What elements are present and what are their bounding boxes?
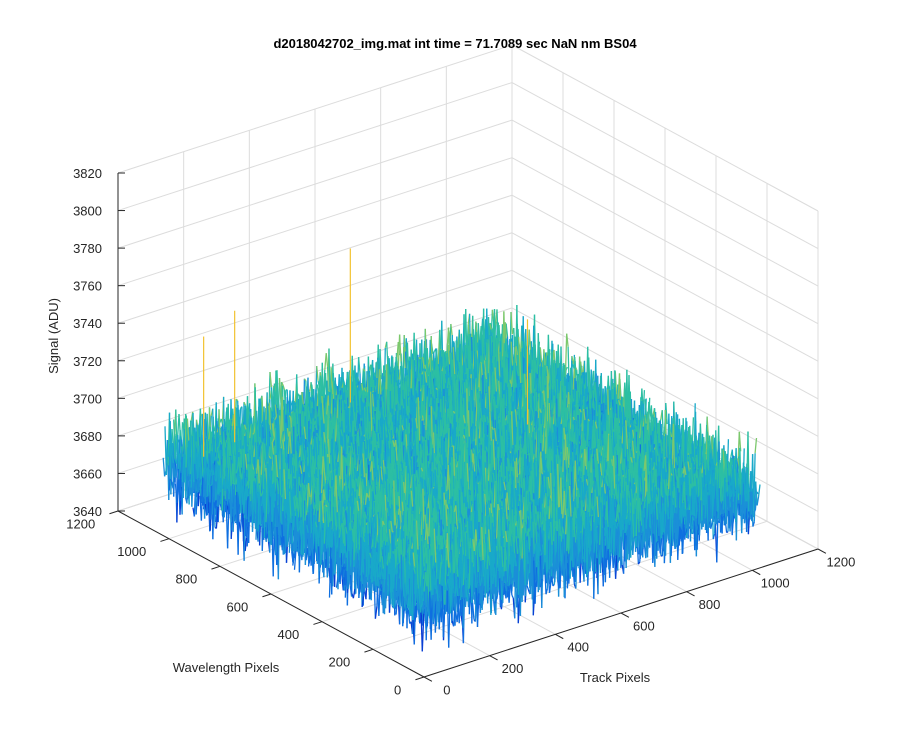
surface-segment [179, 414, 180, 436]
surface-segment [326, 353, 327, 367]
surface-segment [451, 324, 452, 337]
surface-plot [163, 248, 760, 651]
surface-segment [163, 458, 164, 477]
surface-segment [400, 335, 401, 362]
